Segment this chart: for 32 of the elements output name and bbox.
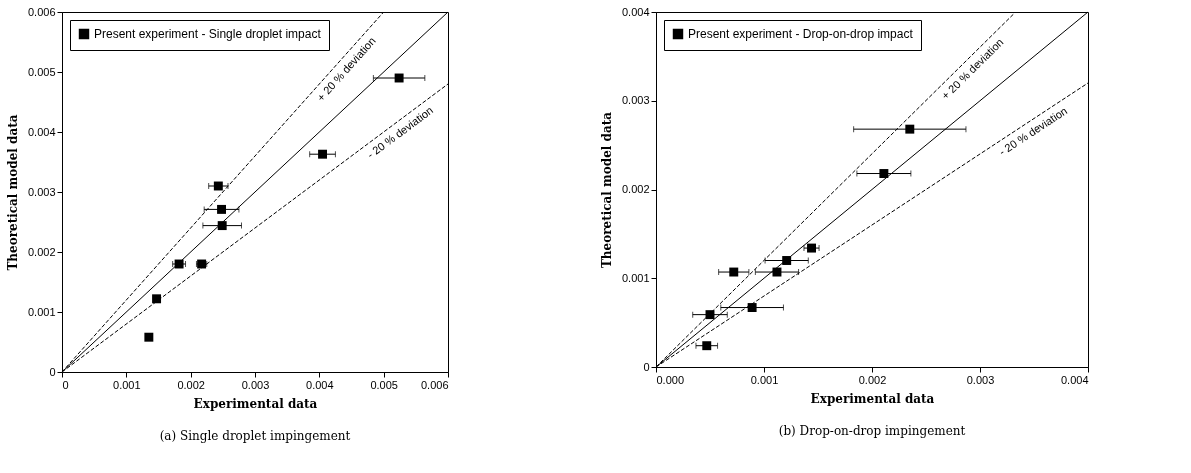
y-tick-label: 0.003: [27, 185, 56, 198]
x-tick-label: 0.006: [420, 378, 449, 391]
x-tick-label: 0.001: [113, 378, 141, 391]
y-tick-label: 0.002: [27, 245, 56, 258]
text: (b) Drop-on-drop impingement: [778, 424, 966, 438]
x-tick-label: 0.000: [656, 373, 685, 386]
y-tick-label: 0: [643, 360, 650, 373]
x-tick-label: 0.002: [177, 378, 205, 391]
legend-label: Present experiment - Single droplet impact: [94, 27, 322, 41]
x-tick-label: 0.002: [858, 373, 887, 386]
y-tick-label: 0.001: [621, 271, 650, 284]
y-tick-label: 0.002: [621, 183, 650, 195]
x-tick-label: 0.003: [241, 378, 270, 391]
x-tick-label: 0: [62, 378, 69, 391]
y-tick-label: 0.003: [621, 94, 650, 107]
x-tick-label: 0.004: [306, 378, 334, 391]
x-axis-title: Experimental data: [810, 391, 935, 406]
y-axis-title: Theoretical model data: [599, 111, 614, 269]
y-axis-title: Theoretical model data: [5, 114, 20, 271]
x-tick-label: 0.001: [750, 373, 779, 386]
y-tick-label: 0.001: [27, 305, 56, 318]
y-tick-label: 0.004: [621, 5, 650, 18]
x-axis-title: Experimental data: [193, 396, 318, 411]
x-tick-label: 0.004: [1060, 373, 1089, 386]
y-tick-label: 0.006: [27, 5, 56, 18]
y-tick-label: 0.004: [27, 125, 56, 138]
y-tick-label: 0.005: [27, 65, 56, 78]
x-tick-label: 0.005: [370, 378, 398, 391]
y-tick-label: 0: [49, 365, 56, 378]
legend-label: Present experiment - Drop-on-drop impact: [688, 27, 914, 41]
text: (a) Single droplet impingement: [159, 429, 351, 443]
x-tick-label: 0.003: [966, 373, 995, 386]
